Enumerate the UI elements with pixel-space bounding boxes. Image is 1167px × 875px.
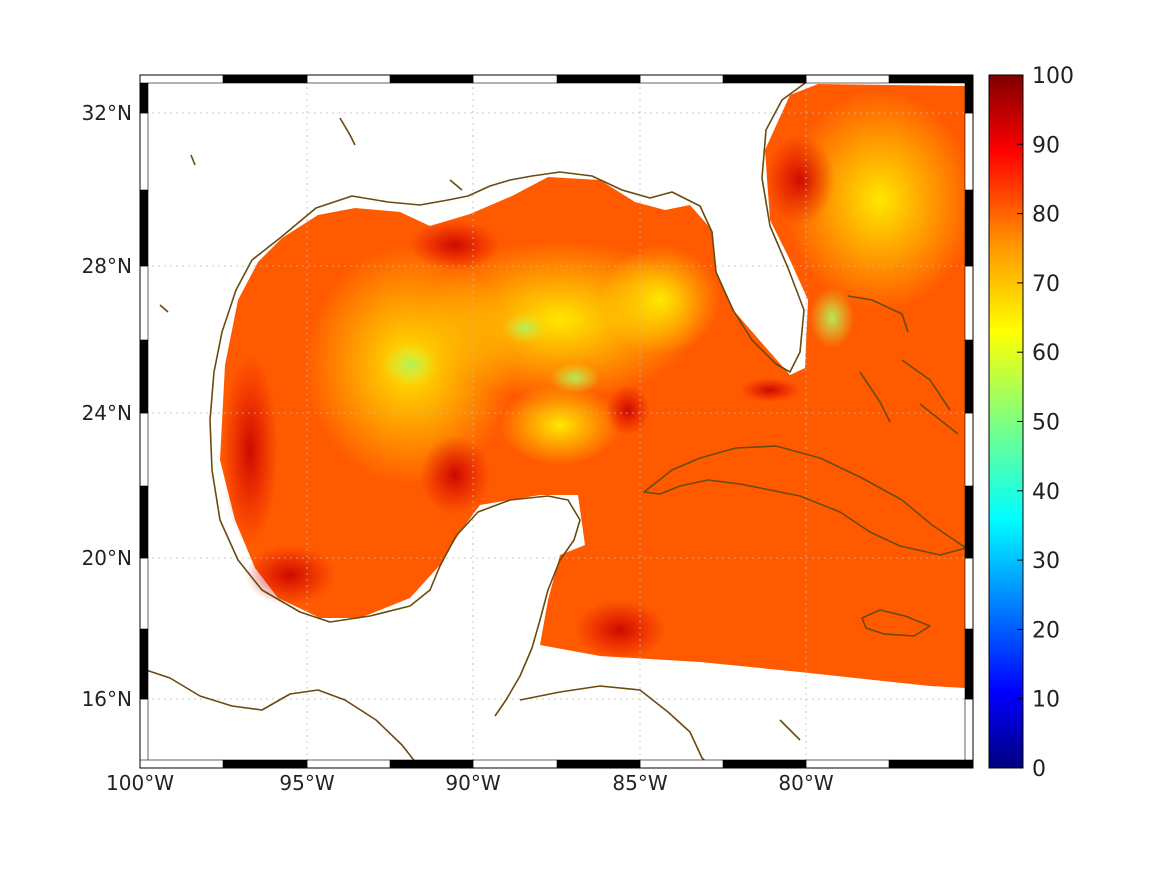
frame-segment (472, 74, 558, 84)
lat-label: 20°N (82, 546, 132, 570)
frame-segment (139, 189, 149, 267)
frame-segment (964, 412, 974, 487)
lat-label: 24°N (82, 401, 132, 425)
frame-segment (964, 339, 974, 414)
colorbar-tick-label: 30 (1032, 549, 1060, 574)
cuba-coast (643, 445, 967, 556)
lat-label: 28°N (82, 254, 132, 278)
frame-segment (139, 759, 224, 769)
colorbar-tick-label: 60 (1032, 341, 1060, 366)
frame-segment (139, 485, 149, 559)
colorbar-tick-label: 70 (1032, 272, 1060, 297)
frame-segment (472, 759, 558, 769)
frame-segment (139, 628, 149, 700)
data-field (220, 84, 973, 688)
graticule (140, 75, 973, 768)
colorbar-tick-label: 10 (1032, 688, 1060, 713)
anomaly-dark-red (575, 600, 665, 660)
anomaly-dark-red (410, 220, 500, 270)
anomaly-green (503, 313, 547, 343)
lon-label: 90°W (445, 771, 500, 795)
anomaly-dark-red (606, 385, 650, 435)
frame-segment (964, 189, 974, 267)
anomaly-dark-red (420, 435, 490, 515)
colorbar-tick-label: 80 (1032, 203, 1060, 228)
frame-segment (888, 759, 974, 769)
frame-segment (222, 759, 308, 769)
anomaly-dark-red (245, 545, 335, 605)
frame-segment (389, 759, 474, 769)
frame-segment (964, 112, 974, 191)
jamaica-coast (861, 609, 931, 637)
colorbar-tick-label: 100 (1032, 64, 1074, 89)
frame-segment (139, 557, 149, 630)
anomaly-green (810, 288, 854, 348)
frame-segment (556, 74, 641, 84)
frame-segment (139, 339, 149, 414)
colorbar-tick-label: 90 (1032, 133, 1060, 158)
frame-segment (964, 265, 974, 341)
anomaly-green (550, 363, 600, 393)
anomaly-yellow (500, 385, 620, 465)
frame-outline (139, 74, 974, 769)
frame-segment (139, 698, 149, 769)
colorbar-tick-label: 0 (1032, 757, 1046, 782)
lon-label: 100°W (106, 771, 174, 795)
frame-segment (722, 759, 807, 769)
central-america-coast (140, 667, 421, 768)
frame-segment (139, 74, 224, 84)
frame-segment (556, 759, 641, 769)
colorbar-tick-label: 50 (1032, 411, 1060, 436)
frame-segment (964, 628, 974, 700)
anomaly-yellow (785, 90, 973, 310)
anomaly-dark-red (222, 355, 278, 545)
island-coast (159, 117, 801, 741)
mexico-coast (211, 469, 581, 717)
anomaly-green (382, 343, 438, 387)
latitude-labels: 32°N 28°N 24°N 20°N 16°N (82, 101, 132, 711)
frame-segment (139, 412, 149, 487)
longitude-labels: 100°W 95°W 90°W 85°W 80°W (106, 771, 834, 795)
map-frame (139, 74, 974, 769)
frame-segment (805, 759, 890, 769)
frame-segment (639, 759, 724, 769)
colorbar-ticks: 0 10 20 30 40 50 60 70 80 90 100 (1017, 64, 1074, 782)
bahamas-coast (847, 295, 959, 435)
colorbar-tick-label: 40 (1032, 480, 1060, 505)
frame-segment (222, 74, 308, 84)
frame-segment (306, 74, 391, 84)
frame-segment (964, 485, 974, 559)
lon-label: 85°W (612, 771, 667, 795)
anomaly-dark-red (765, 135, 835, 225)
honduras-coast (519, 685, 713, 768)
us-gulf-coast (209, 77, 813, 471)
colorbar-tick-label: 20 (1032, 618, 1060, 643)
lon-label: 80°W (778, 771, 833, 795)
frame-segment (139, 265, 149, 341)
anomaly-dark-red (740, 378, 800, 402)
lon-label: 95°W (279, 771, 334, 795)
lat-label: 16°N (82, 687, 132, 711)
anomaly-yellow (600, 245, 720, 355)
lat-label: 32°N (82, 101, 132, 125)
frame-segment (964, 557, 974, 630)
colorbar: 0 10 20 30 40 50 60 70 80 90 100 (988, 64, 1074, 782)
frame-segment (805, 74, 890, 84)
frame-segment (639, 74, 724, 84)
frame-segment (722, 74, 807, 84)
frame-segment (389, 74, 474, 84)
frame-segment (139, 112, 149, 191)
frame-segment (306, 759, 391, 769)
frame-segment (964, 698, 974, 769)
frame-segment (888, 74, 974, 84)
coastlines (140, 77, 967, 768)
